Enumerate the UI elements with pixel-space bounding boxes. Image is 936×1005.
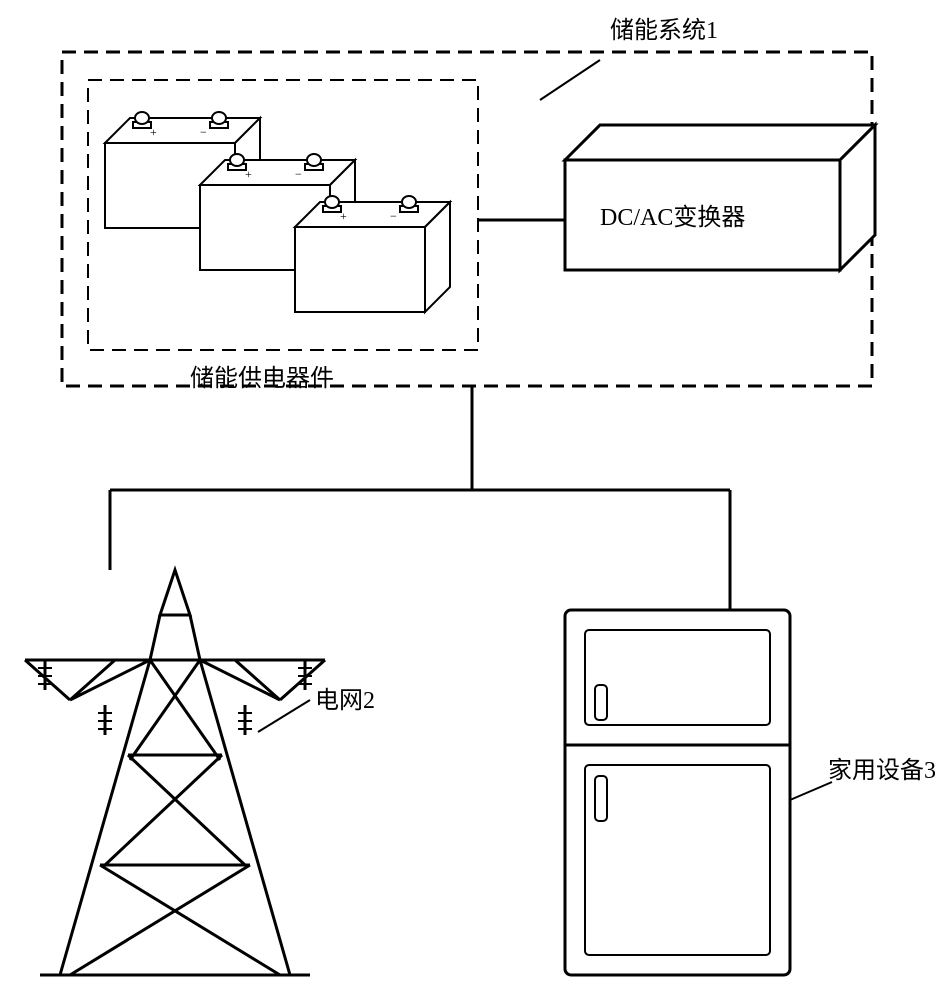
grid-label: 电网2	[315, 687, 375, 714]
svg-text:+: +	[340, 209, 347, 223]
svg-text:+: +	[150, 125, 157, 139]
svg-text:−: −	[200, 125, 207, 139]
battery-3: + −	[295, 196, 450, 312]
converter-box	[565, 125, 875, 270]
converter-label: DC/AC变换器	[600, 204, 745, 231]
fridge	[565, 610, 790, 975]
power-tower	[25, 570, 325, 975]
battery-group-label: 储能供电器件	[190, 365, 334, 392]
grid-label-leader	[258, 700, 310, 732]
appliance-label-leader	[790, 782, 832, 800]
svg-text:+: +	[245, 167, 252, 181]
ess-title: 储能系统1	[610, 17, 718, 44]
ess-title-leader	[540, 60, 600, 100]
svg-text:−: −	[295, 167, 302, 181]
appliance-label: 家用设备3	[828, 757, 936, 784]
svg-text:−: −	[390, 209, 397, 223]
energy-storage-diagram: 储能系统1 + − + −	[0, 0, 936, 1000]
